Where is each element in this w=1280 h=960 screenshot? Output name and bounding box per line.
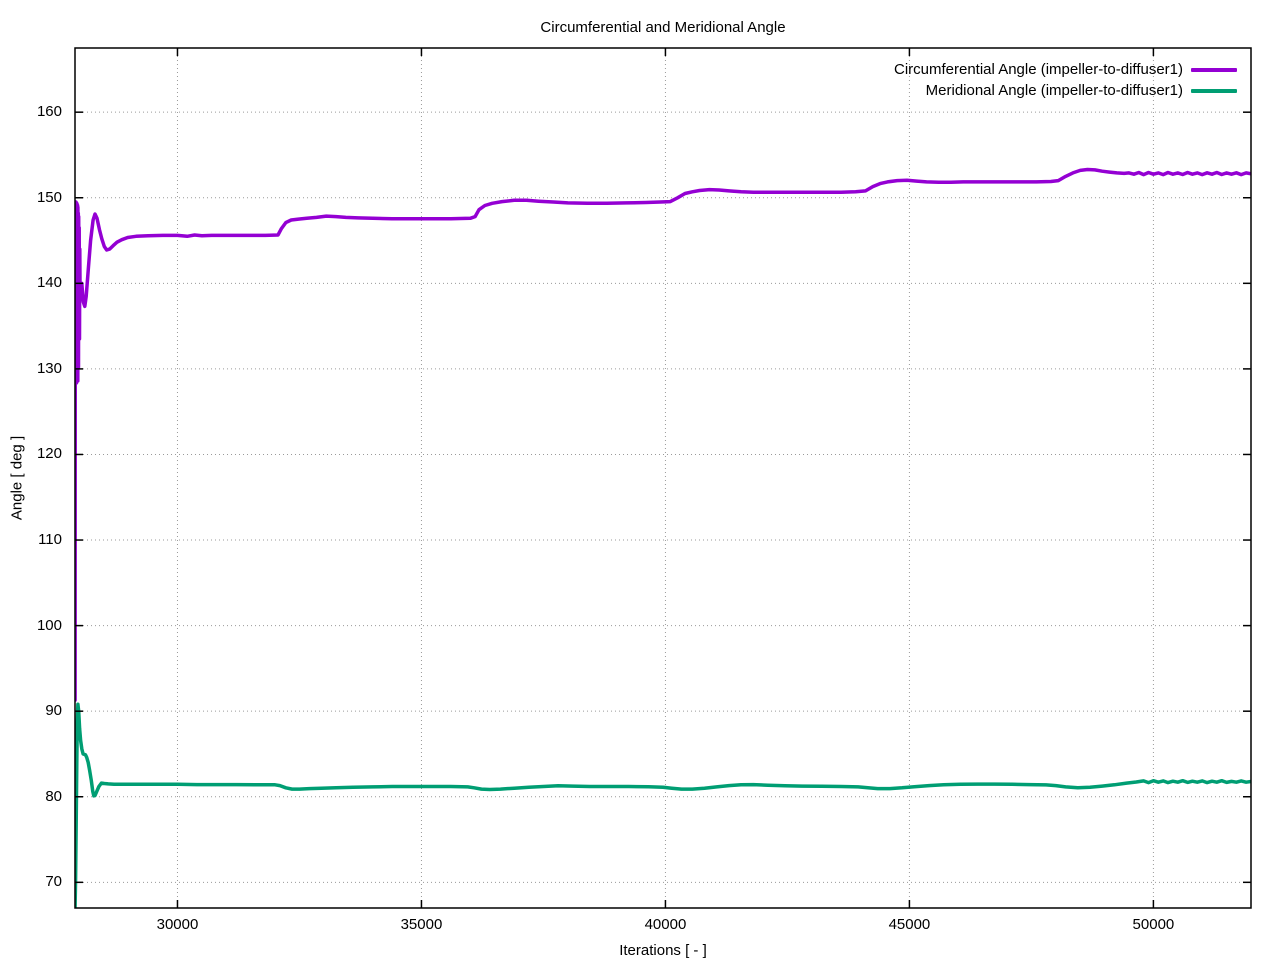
y-tick-label: 160: [36, 103, 62, 121]
x-tick-label: 35000: [400, 916, 443, 933]
legend-line-sample-circumferential: [1191, 67, 1237, 72]
legend-item-circumferential-angle: Circumferential Angle (impeller-to-diffu…: [894, 59, 1237, 80]
x-tick-label: 40000: [644, 916, 687, 933]
series-line-0: [75, 167, 1251, 702]
y-tick-label: 110: [38, 531, 62, 549]
y-tick-label: 150: [36, 188, 62, 206]
tick-marks: [75, 48, 1251, 908]
y-tick-label: 140: [36, 274, 62, 292]
plot-border: [74, 47, 1252, 909]
chart-title: Circumferential and Meridional Angle: [540, 19, 786, 36]
legend-line-sample-meridional: [1191, 88, 1237, 93]
y-tick-label: 100: [36, 616, 62, 634]
legend: Circumferential Angle (impeller-to-diffu…: [894, 59, 1237, 101]
legend-label-circumferential-angle: Circumferential Angle (impeller-to-diffu…: [894, 61, 1183, 78]
legend-label-meridional-angle: Meridional Angle (impeller-to-diffuser1): [925, 82, 1183, 99]
legend-item-meridional-angle: Meridional Angle (impeller-to-diffuser1): [894, 80, 1237, 101]
y-tick-label: 120: [36, 445, 62, 463]
series-line-1: [75, 702, 1251, 908]
x-tick-label: 45000: [888, 916, 931, 933]
gridlines: [75, 48, 1251, 908]
y-tick-label: 90: [45, 702, 62, 720]
y-tick-label: 70: [45, 873, 62, 891]
y-tick-label: 80: [45, 787, 62, 805]
x-axis-label: Iterations [ - ]: [619, 942, 707, 959]
x-tick-label: 50000: [1132, 916, 1175, 933]
x-tick-label: 30000: [156, 916, 199, 933]
y-tick-label: 130: [36, 359, 62, 377]
